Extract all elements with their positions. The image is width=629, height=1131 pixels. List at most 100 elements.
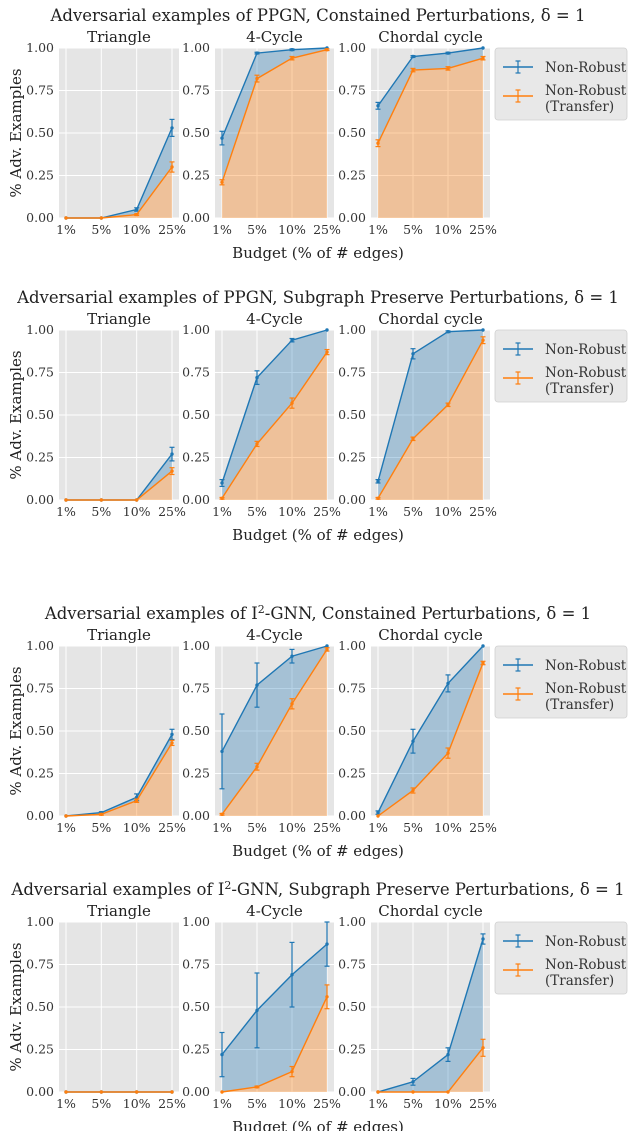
y-tick-label: 0.00	[182, 1084, 210, 1099]
x-tick-label: 10%	[123, 1096, 151, 1111]
y-axis-label: % Adv. Examples	[7, 942, 25, 1071]
y-tick-label: 0.25	[338, 1042, 366, 1057]
y-tick-label: 0.25	[26, 766, 54, 781]
series-non-robust-line	[221, 645, 328, 752]
series-non-robust-line	[221, 329, 328, 484]
y-tick-label: 1.00	[338, 322, 366, 337]
panel-4-cycle: 4-Cycle 0.00 0.25 0.50 0.75 1.00 1% 5% 10% 25%	[182, 310, 341, 519]
series-non-robust-point	[446, 330, 450, 334]
panel-title: Chordal cycle	[378, 310, 483, 328]
legend-box	[494, 645, 628, 719]
series-transfer-line	[221, 996, 328, 1093]
series-transfer-point	[134, 1090, 139, 1094]
x-tick-label: 1%	[368, 820, 388, 835]
x-tick-label: 5%	[247, 504, 267, 519]
series-non-robust-point	[446, 51, 450, 55]
y-tick-label: 1.00	[26, 638, 54, 653]
series-non-robust-point	[325, 328, 329, 332]
panel-4-cycle: 4-Cycle 0.00 0.25 0.50 0.75 1.00 1% 5% 10% 25%	[182, 28, 341, 237]
x-tick-label: 10%	[123, 504, 151, 519]
series-non-robust-point	[255, 683, 259, 687]
x-axis-label: Budget (% of # edges)	[232, 1118, 404, 1131]
series-transfer-point	[255, 76, 259, 81]
series-transfer-point	[411, 1090, 415, 1094]
series-transfer-point	[64, 814, 68, 818]
x-tick-label: 1%	[212, 1096, 232, 1111]
y-tick-label: 0.75	[338, 365, 366, 380]
x-tick-label: 25%	[313, 504, 341, 519]
series-non-robust-line	[377, 645, 484, 813]
x-tick-label: 1%	[368, 1096, 388, 1111]
legend-box	[494, 47, 628, 121]
series-non-robust-point	[411, 352, 415, 356]
y-tick-label: 0.50	[26, 407, 54, 422]
x-tick-label: 5%	[91, 1096, 111, 1111]
x-tick-label: 10%	[278, 820, 306, 835]
series-transfer-point	[255, 442, 259, 446]
series-transfer-line	[66, 470, 173, 501]
y-tick-label: 0.50	[182, 407, 210, 422]
series-transfer-point	[99, 1090, 104, 1094]
y-tick-label: 1.00	[182, 914, 210, 929]
x-tick-label: 10%	[278, 504, 306, 519]
x-tick-label: 5%	[403, 1096, 423, 1111]
series-transfer-point	[220, 180, 224, 184]
x-tick-label: 1%	[368, 222, 388, 237]
y-tick-label: 0.75	[26, 681, 54, 696]
series-transfer-line	[65, 742, 173, 817]
series-transfer-line	[221, 649, 328, 815]
series-transfer-point	[446, 751, 450, 755]
series-non-robust-point	[325, 942, 329, 946]
series-non-robust-line	[65, 734, 173, 817]
y-tick-label: 0.50	[26, 723, 54, 738]
series-transfer-point	[411, 68, 415, 72]
series-transfer-point	[64, 498, 68, 502]
panel-triangle: Triangle 0.00 0.25 0.50 0.75 1.00 1% 5% 10% 25%	[26, 626, 186, 835]
x-tick-label: 25%	[469, 222, 497, 237]
area-under-transfer	[66, 471, 172, 500]
series-non-robust-point	[481, 46, 485, 50]
series-transfer-point	[170, 741, 174, 745]
series-transfer-point	[220, 812, 224, 816]
series-transfer-point	[325, 48, 329, 52]
x-tick-label: 5%	[91, 820, 111, 835]
x-tick-label: 10%	[123, 820, 151, 835]
y-tick-label: 0.25	[338, 450, 366, 465]
x-tick-label: 5%	[91, 504, 111, 519]
y-tick-label: 0.75	[182, 681, 210, 696]
area-under-transfer	[66, 167, 172, 218]
series-transfer-point	[481, 1046, 485, 1050]
panel-chordal-cycle: Chordal cycle 0.00 0.25 0.50 0.75 1.00 1% 5% 10%…	[338, 28, 497, 237]
x-tick-label: 25%	[469, 504, 497, 519]
legend-entry-label: Non-Robust	[545, 342, 627, 358]
x-tick-label: 1%	[56, 1096, 76, 1111]
y-tick-label: 0.25	[338, 168, 366, 183]
series-transfer-point	[411, 788, 415, 793]
series-transfer-point	[376, 496, 380, 500]
panel-4-cycle: 4-Cycle 0.00 0.25 0.50 0.75 1.00 1% 5% 10% 25%	[182, 902, 341, 1111]
panel-title: 4-Cycle	[246, 626, 303, 644]
series-transfer-point	[290, 1069, 294, 1074]
x-tick-label: 5%	[91, 222, 111, 237]
figure-3: Adversarial examples of I2-GNN, Constain…	[7, 603, 628, 860]
series-transfer-line	[377, 57, 484, 144]
legend: Non-Robust Non-Robust (Transfer)	[494, 329, 628, 403]
series-non-robust-line	[377, 329, 484, 482]
legend: Non-Robust Non-Robust (Transfer)	[494, 47, 628, 121]
area-under-transfer	[222, 49, 327, 219]
series-transfer-point	[64, 216, 68, 220]
series-transfer-point	[481, 338, 485, 342]
series-transfer-point	[376, 1090, 380, 1094]
panel-title: Chordal cycle	[378, 626, 483, 644]
area-under-transfer	[378, 1047, 483, 1092]
y-tick-label: 0.50	[182, 125, 210, 140]
series-non-robust-line	[221, 47, 328, 139]
series-non-robust-point	[411, 1080, 415, 1084]
series-transfer-line	[221, 351, 328, 499]
y-tick-label: 1.00	[182, 638, 210, 653]
y-tick-label: 0.25	[182, 1042, 210, 1057]
series-transfer-point	[446, 1090, 450, 1094]
series-transfer-line	[221, 49, 328, 183]
y-tick-label: 0.75	[338, 681, 366, 696]
legend: Non-Robust Non-Robust (Transfer)	[494, 645, 628, 719]
